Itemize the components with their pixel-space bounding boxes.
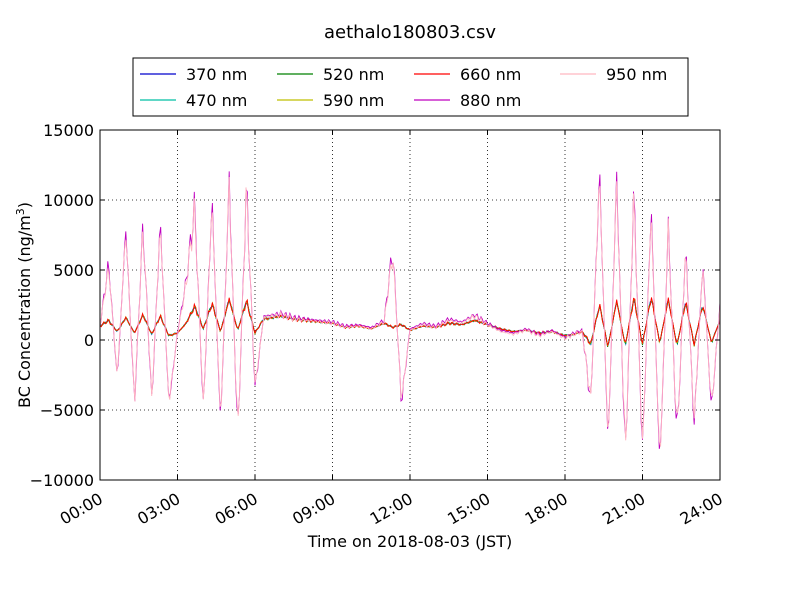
y-tick-label: 0 — [84, 331, 94, 350]
legend-label: 880 nm — [460, 91, 521, 110]
y-tick-label: 10000 — [43, 191, 94, 210]
grid — [100, 130, 720, 480]
legend-label: 590 nm — [323, 91, 384, 110]
legend-label: 950 nm — [606, 65, 667, 84]
legend-box — [132, 57, 689, 117]
y-axis-label-superscript: 3 — [14, 208, 27, 215]
y-tick-label: −10000 — [30, 471, 94, 490]
legend-label: 660 nm — [460, 65, 521, 84]
y-axis-label: BC Concentration (ng/m3) — [14, 202, 34, 408]
y-tick-label: 15000 — [43, 121, 94, 140]
y-tick-label: −5000 — [40, 401, 94, 420]
legend: 370 nm 470 nm 520 nm 590 nm 660 nm 880 nm 950 … — [132, 57, 689, 117]
y-axis-label-end: ) — [15, 202, 34, 208]
series-lines — [99, 171, 721, 449]
legend-label: 470 nm — [186, 91, 247, 110]
series-line-950-nm — [99, 176, 721, 447]
legend-label: 520 nm — [323, 65, 384, 84]
legend-label: 370 nm — [186, 65, 247, 84]
x-axis-label: Time on 2018-08-03 (JST) — [307, 532, 512, 551]
y-axis-label-main: BC Concentration (ng/m — [15, 215, 34, 408]
chart-title: aethalo180803.csv — [324, 22, 496, 43]
y-tick-label: 5000 — [53, 261, 94, 280]
